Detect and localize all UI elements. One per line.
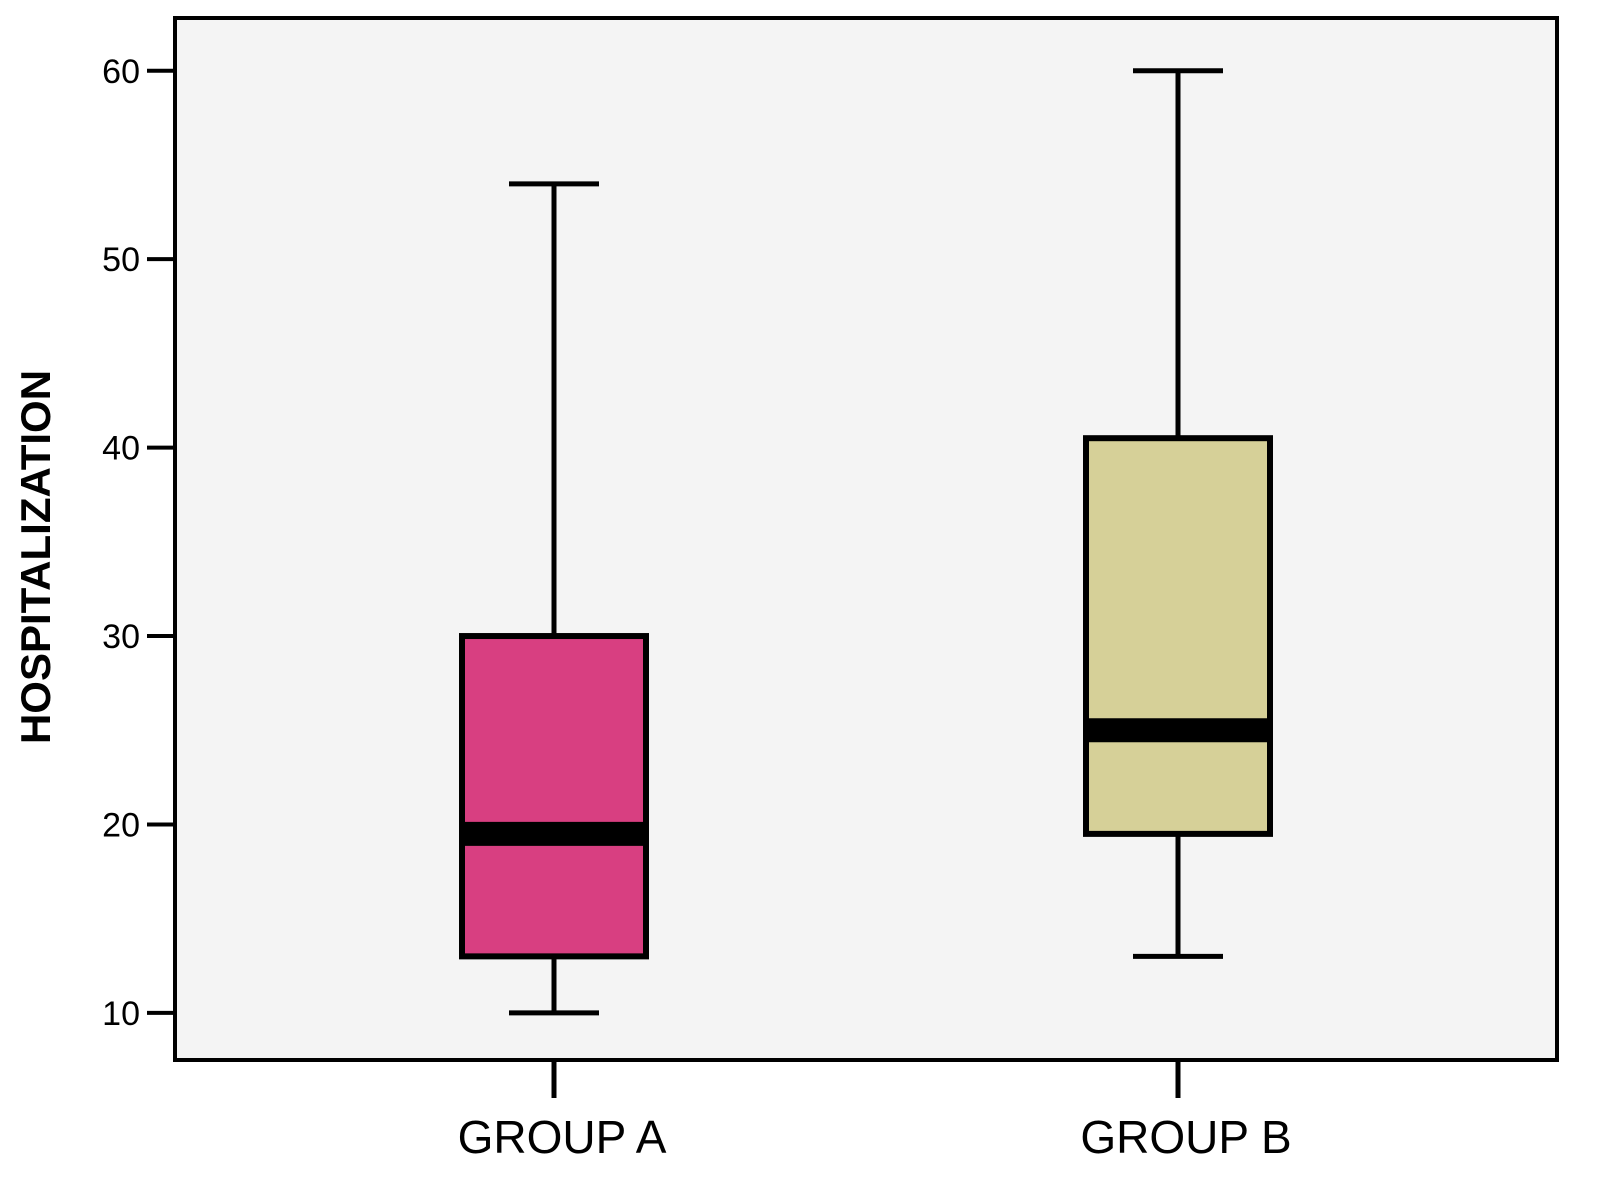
y-tick-label: 50 <box>102 241 140 279</box>
iqr-box <box>1083 435 1273 837</box>
y-tick-label: 60 <box>102 53 140 91</box>
y-tick-label: 30 <box>102 618 140 656</box>
iqr-box <box>459 633 649 960</box>
x-axis: GROUP A GROUP B <box>458 1060 1292 1163</box>
box-group <box>459 181 649 1016</box>
plot-area <box>173 16 1559 1062</box>
y-axis: 10 20 30 40 50 60 <box>102 53 175 1033</box>
x-tick-label: GROUP B <box>1080 1111 1291 1163</box>
y-tick-label: 20 <box>102 806 140 844</box>
y-axis-label: HOSPITALIZATION <box>12 370 59 744</box>
y-tick-label: 10 <box>102 995 140 1033</box>
box-group <box>1083 68 1273 959</box>
box-series <box>459 68 1273 1016</box>
y-tick-label: 40 <box>102 430 140 468</box>
x-tick-label: GROUP A <box>458 1111 667 1163</box>
